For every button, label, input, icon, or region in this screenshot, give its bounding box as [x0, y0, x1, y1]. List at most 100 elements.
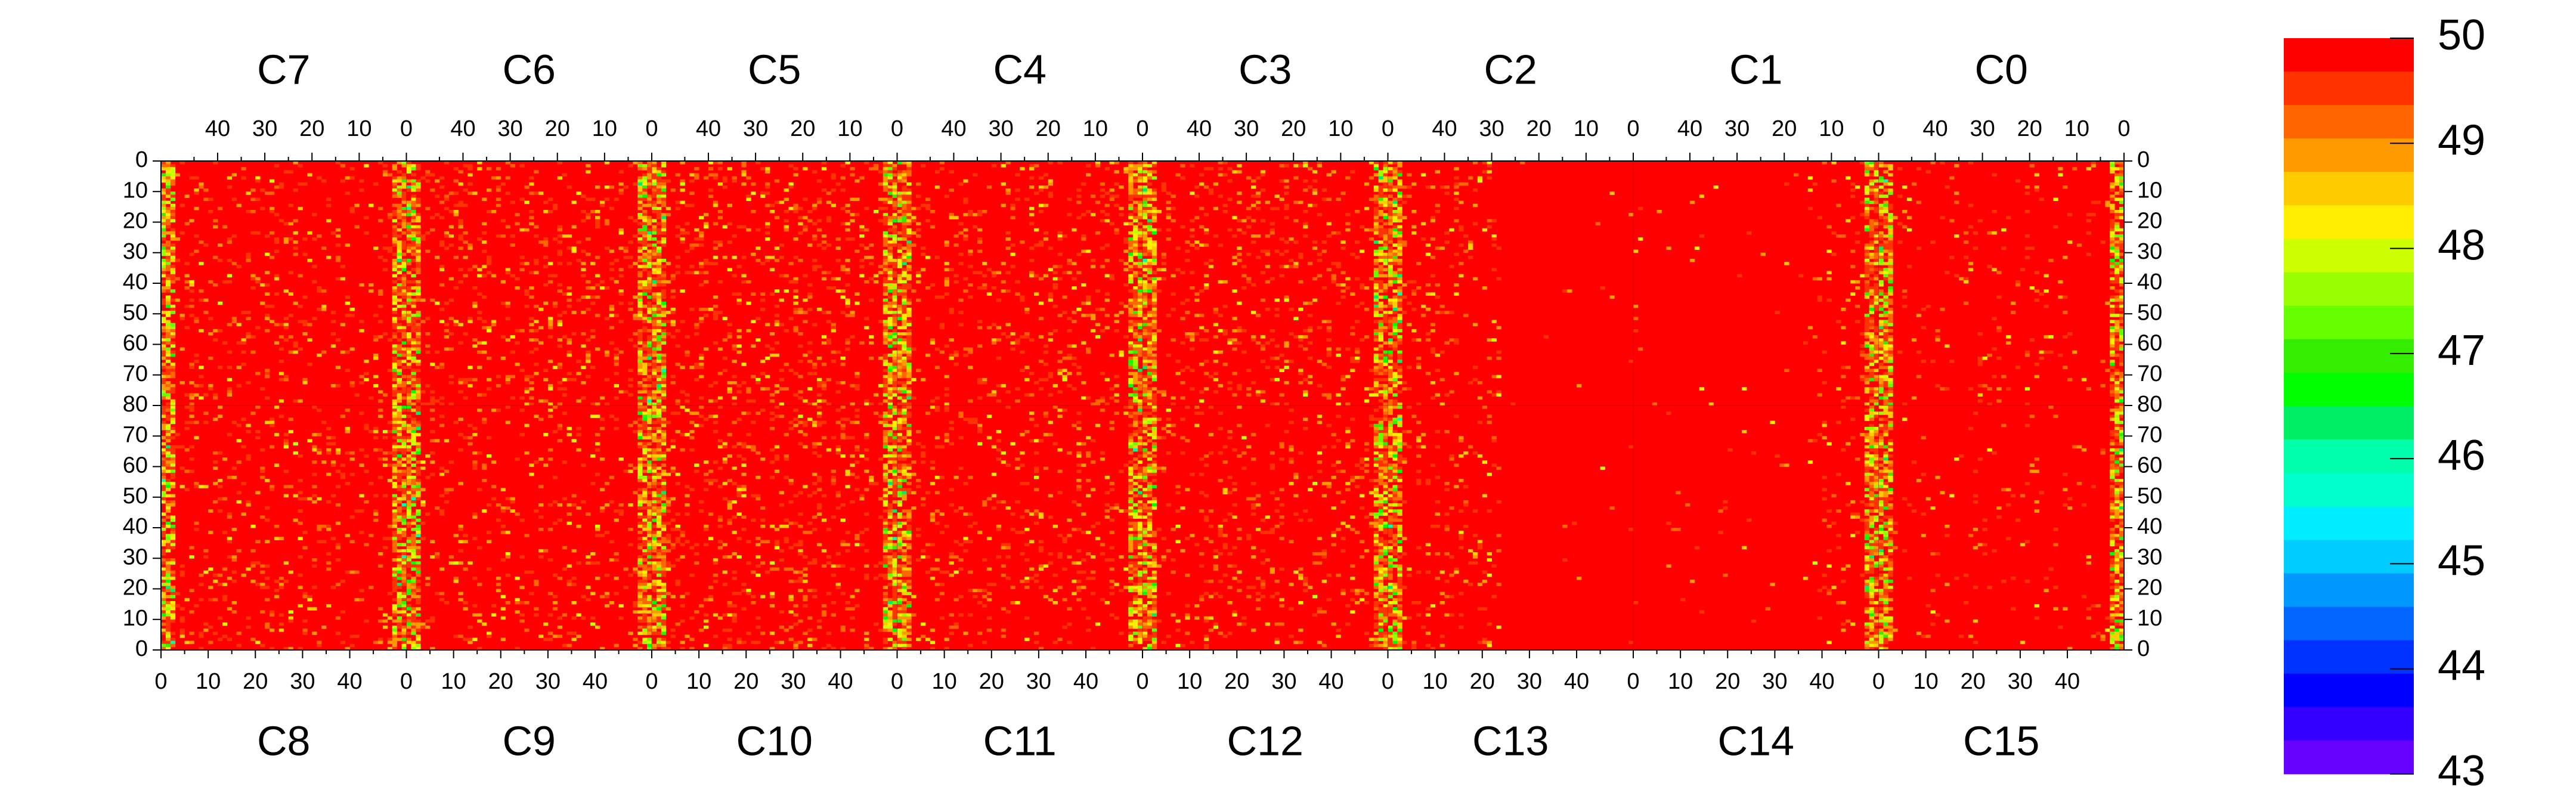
heatmap-cell — [902, 371, 907, 376]
heatmap-cell — [892, 206, 897, 210]
heatmap-cell — [1128, 298, 1134, 302]
heatmap-cell — [661, 161, 667, 165]
heatmap-cell — [736, 301, 742, 305]
heatmap-cell — [505, 381, 510, 385]
heatmap-cell — [1265, 252, 1271, 256]
heatmap-cell — [1293, 176, 1299, 180]
heatmap-cell — [1166, 228, 1171, 232]
heatmap-cell — [798, 216, 803, 219]
heatmap-cell — [250, 231, 256, 235]
heatmap-cell — [274, 292, 280, 296]
heatmap-cell — [1312, 298, 1318, 302]
heatmap-cell — [656, 231, 662, 235]
heatmap-cell — [161, 390, 166, 394]
heatmap-cell — [411, 381, 416, 385]
heatmap-cell — [170, 191, 176, 195]
heatmap-cell — [977, 286, 983, 290]
heatmap-cell — [647, 369, 652, 373]
heatmap-cell — [1383, 161, 1388, 165]
heatmap-cell — [1052, 277, 1058, 281]
heatmap-cell — [298, 164, 303, 168]
heatmap-cell — [883, 265, 888, 268]
bottom-col-tick-label: 40 — [1564, 669, 1589, 694]
heatmap-cell — [1869, 225, 1874, 229]
heatmap-cell — [821, 167, 827, 171]
heatmap-cell — [1864, 228, 1870, 232]
heatmap-cell — [906, 396, 912, 400]
heatmap-cell — [1151, 317, 1157, 320]
heatmap-cell — [902, 304, 907, 308]
heatmap-cell — [1307, 314, 1313, 317]
heatmap-cell — [1397, 292, 1402, 296]
heatmap-cell — [1067, 357, 1072, 360]
heatmap-cell — [713, 262, 719, 265]
heatmap-cell — [1628, 213, 1634, 216]
heatmap-cell — [1807, 206, 1813, 210]
heatmap-cell — [887, 216, 893, 219]
heatmap-cell — [170, 197, 176, 202]
heatmap-cell — [661, 377, 667, 382]
heatmap-cell — [1038, 203, 1044, 208]
heatmap-cell — [416, 298, 421, 302]
heatmap-cell — [547, 280, 553, 284]
heatmap-cell — [883, 308, 888, 311]
heatmap-cell — [1383, 320, 1388, 324]
heatmap-cell — [1435, 353, 1440, 357]
heatmap-cell — [199, 298, 204, 302]
heatmap-cell — [1463, 249, 1469, 253]
heatmap-cell — [982, 274, 987, 278]
heatmap-cell — [977, 271, 983, 275]
top-col-tick-label: 40 — [450, 116, 475, 141]
heatmap-cell — [161, 377, 166, 382]
heatmap-cell — [392, 332, 398, 336]
heatmap-cell — [411, 179, 416, 183]
heatmap-cell — [892, 225, 897, 229]
heatmap-cell — [265, 329, 270, 333]
heatmap-cell — [1147, 176, 1153, 180]
heatmap-cell — [1143, 381, 1148, 385]
heatmap-cell — [1472, 366, 1478, 369]
heatmap-cell — [406, 387, 411, 391]
heatmap-cell — [661, 338, 667, 342]
heatmap-cell — [397, 304, 402, 308]
heatmap-cell — [255, 231, 261, 235]
heatmap-cell — [1869, 164, 1874, 168]
heatmap-cell — [751, 292, 756, 296]
heatmap-cell — [406, 246, 411, 250]
heatmap-cell — [689, 179, 695, 183]
heatmap-cell — [892, 301, 897, 305]
heatmap-cell — [1392, 308, 1398, 311]
heatmap-cell — [963, 234, 968, 238]
heatmap-cell — [741, 280, 747, 284]
heatmap-cell — [194, 360, 199, 363]
heatmap-cell — [401, 194, 407, 198]
heatmap-cell — [1274, 206, 1280, 210]
heatmap-cell — [463, 396, 468, 400]
heatmap-cell — [916, 274, 921, 278]
heatmap-cell — [883, 381, 888, 385]
heatmap-cell — [1397, 295, 1402, 299]
heatmap-cell — [1869, 277, 1874, 281]
heatmap-cell — [1151, 402, 1157, 406]
heatmap-cell — [1128, 341, 1134, 345]
heatmap-cell — [1237, 384, 1242, 388]
heatmap-cell — [534, 170, 539, 174]
heatmap-cell — [892, 317, 897, 320]
heatmap-cell — [883, 363, 888, 366]
heatmap-cell — [963, 179, 968, 183]
heatmap-cell — [283, 237, 289, 241]
heatmap-cell — [1378, 283, 1383, 287]
heatmap-cell — [1156, 210, 1162, 213]
heatmap-cell — [883, 390, 888, 394]
heatmap-cell — [1397, 402, 1402, 406]
heatmap-cell — [618, 301, 624, 305]
heatmap-cell — [637, 222, 643, 226]
heatmap-cell — [1128, 320, 1134, 324]
heatmap-cell — [647, 280, 652, 284]
heatmap-cell — [1383, 387, 1388, 391]
heatmap-cell — [406, 332, 411, 336]
heatmap-cell — [642, 255, 648, 259]
heatmap-cell — [784, 274, 789, 278]
heatmap-cell — [1388, 298, 1393, 302]
heatmap-cell — [1430, 292, 1436, 296]
